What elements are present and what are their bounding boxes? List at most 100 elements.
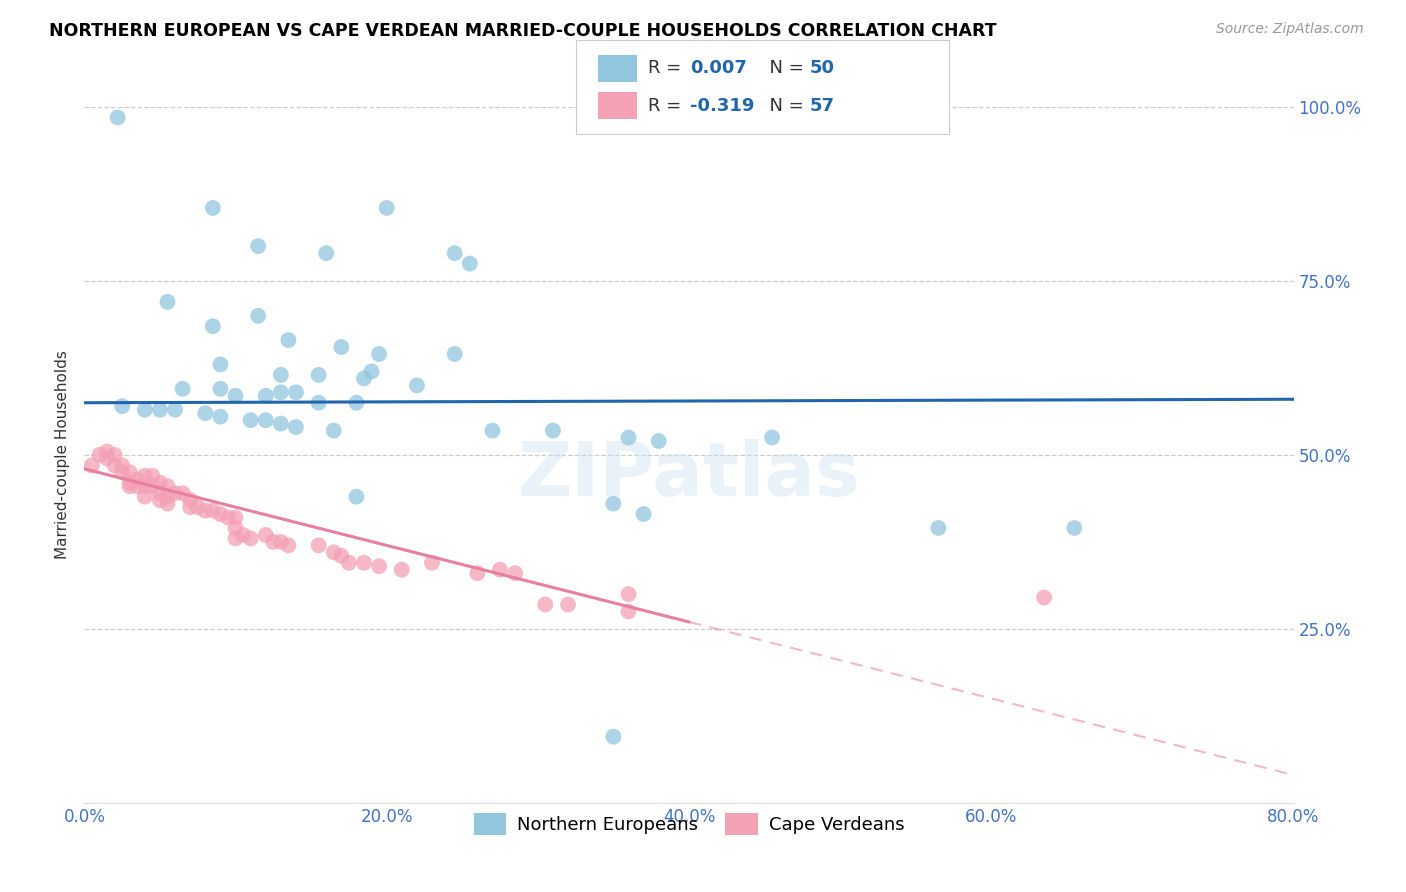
Point <box>489 563 512 577</box>
Text: 0.007: 0.007 <box>690 60 747 78</box>
Legend: Northern Europeans, Cape Verdeans: Northern Europeans, Cape Verdeans <box>467 806 911 842</box>
Point <box>557 598 579 612</box>
Point <box>375 201 398 215</box>
Point <box>648 434 671 448</box>
Point <box>149 402 172 417</box>
Point <box>141 479 163 493</box>
Point <box>156 497 179 511</box>
Point <box>285 385 308 400</box>
Point <box>467 566 489 581</box>
Point <box>443 246 465 260</box>
Point <box>111 458 134 473</box>
Point <box>172 382 194 396</box>
Point <box>201 503 224 517</box>
Point <box>134 479 156 493</box>
Point <box>353 371 375 385</box>
Point <box>209 409 232 424</box>
Point <box>458 257 481 271</box>
Point <box>209 382 232 396</box>
Point <box>127 472 149 486</box>
Point <box>322 424 344 438</box>
Point <box>315 246 337 260</box>
Point <box>254 528 277 542</box>
Point <box>209 358 232 372</box>
Point <box>127 479 149 493</box>
Point <box>270 417 292 431</box>
Point <box>225 521 247 535</box>
Point <box>149 486 172 500</box>
Point <box>118 466 141 480</box>
Point <box>104 458 127 473</box>
Point <box>141 468 163 483</box>
Point <box>270 368 292 382</box>
Point <box>194 406 217 420</box>
Point <box>165 486 187 500</box>
Point <box>633 507 655 521</box>
Y-axis label: Married-couple Households: Married-couple Households <box>55 351 70 559</box>
Point <box>308 538 330 552</box>
Point <box>149 475 172 490</box>
Point <box>602 497 624 511</box>
Point <box>481 424 503 438</box>
Point <box>247 239 270 253</box>
Text: Source: ZipAtlas.com: Source: ZipAtlas.com <box>1216 22 1364 37</box>
Point <box>346 490 368 504</box>
Point <box>1063 521 1085 535</box>
Point <box>107 111 129 125</box>
Text: -0.319: -0.319 <box>690 96 755 114</box>
Point <box>149 493 172 508</box>
Point <box>156 479 179 493</box>
Point <box>617 430 640 444</box>
Point <box>96 444 118 458</box>
Point <box>1033 591 1056 605</box>
Point <box>420 556 443 570</box>
Point <box>617 605 640 619</box>
Point <box>406 378 429 392</box>
Point <box>134 402 156 417</box>
Point <box>239 413 262 427</box>
Point <box>80 458 103 473</box>
Point <box>254 389 277 403</box>
Point <box>270 534 292 549</box>
Point <box>179 500 201 514</box>
Point <box>156 294 179 309</box>
Point <box>262 534 284 549</box>
Point <box>247 309 270 323</box>
Point <box>330 549 353 563</box>
Point <box>156 490 179 504</box>
Point <box>118 475 141 490</box>
Point <box>217 510 239 524</box>
Point <box>322 545 344 559</box>
Point <box>194 503 217 517</box>
Text: ZIPatlas: ZIPatlas <box>517 439 860 512</box>
Point <box>391 563 413 577</box>
Point <box>201 201 224 215</box>
Point <box>346 396 368 410</box>
Point <box>96 451 118 466</box>
Point <box>111 466 134 480</box>
Point <box>232 528 254 542</box>
Point <box>179 493 201 508</box>
Point <box>541 424 564 438</box>
Text: R =: R = <box>648 96 688 114</box>
Point <box>89 448 111 462</box>
Point <box>134 490 156 504</box>
Point <box>503 566 526 581</box>
Point <box>209 507 232 521</box>
Point <box>617 587 640 601</box>
Point <box>134 468 156 483</box>
Point <box>225 510 247 524</box>
Point <box>225 389 247 403</box>
Point <box>353 556 375 570</box>
Text: N =: N = <box>758 60 810 78</box>
Point <box>165 402 187 417</box>
Point <box>239 532 262 546</box>
Point <box>254 413 277 427</box>
Point <box>308 368 330 382</box>
Point <box>172 486 194 500</box>
Point <box>443 347 465 361</box>
Text: NORTHERN EUROPEAN VS CAPE VERDEAN MARRIED-COUPLE HOUSEHOLDS CORRELATION CHART: NORTHERN EUROPEAN VS CAPE VERDEAN MARRIE… <box>49 22 997 40</box>
Point <box>277 333 299 347</box>
Point <box>201 319 224 334</box>
Point <box>270 385 292 400</box>
